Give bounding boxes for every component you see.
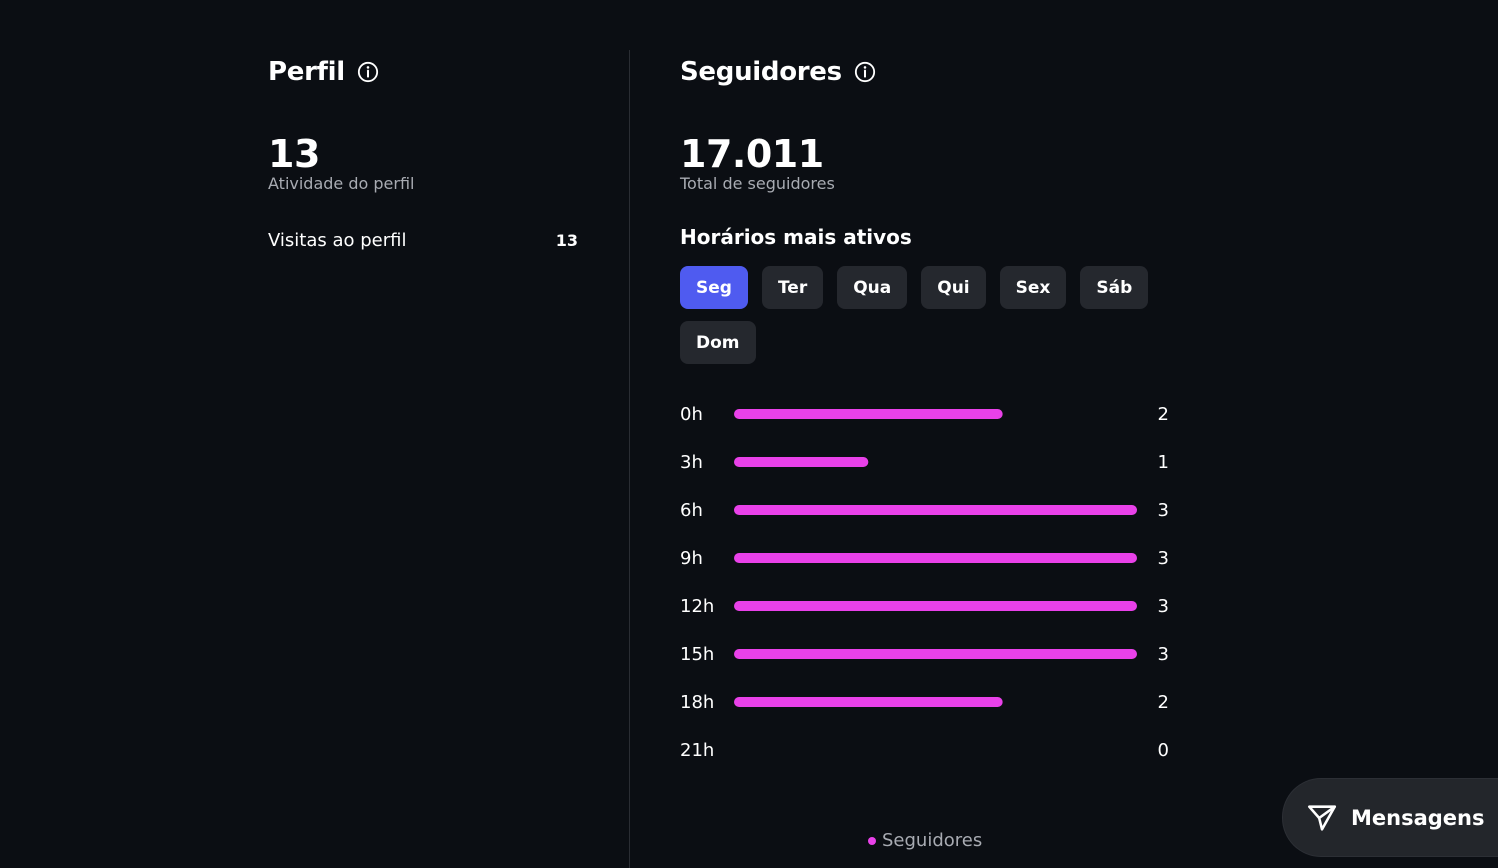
bar-9h (734, 553, 1137, 563)
day-tab-ter[interactable]: Ter (761, 266, 824, 309)
legend-label: Seguidores (882, 830, 983, 851)
bar-value: 2 (1158, 404, 1169, 425)
stat-value: 13 (555, 230, 578, 250)
perfil-title: Perfil (268, 57, 345, 87)
messages-button[interactable]: Mensagens (1283, 779, 1498, 856)
bar-0h (734, 409, 1003, 419)
perfil-section: Perfil 13 Atividade do perfil Visitas ao… (268, 50, 580, 252)
day-tab-qui[interactable]: Qui (921, 266, 986, 309)
chart-legend: Seguidores (868, 830, 982, 851)
hour-label: 3h (680, 452, 703, 473)
day-tab-seg[interactable]: Seg (680, 266, 748, 309)
hour-label: 12h (680, 596, 714, 617)
hour-label: 15h (680, 644, 714, 665)
day-tab-qua[interactable]: Qua (837, 266, 908, 309)
seguidores-total: 17.011 (680, 132, 824, 176)
day-tab-dom[interactable]: Dom (680, 321, 756, 364)
legend-swatch (868, 836, 876, 845)
bar-value: 2 (1158, 692, 1169, 713)
hour-label: 0h (680, 404, 703, 425)
bar-6h (734, 505, 1137, 515)
hour-label: 21h (680, 740, 714, 761)
seguidores-header: Seguidores (680, 50, 1180, 94)
perfil-total: 13 (268, 132, 320, 176)
active-hours-chart: 0h 2 3h 1 6h 3 9h 3 12h 3 15h 3 18h 2 21h 0 (680, 404, 1169, 761)
stat-label: Visitas ao perfil (268, 229, 407, 251)
bar-value: 3 (1158, 548, 1169, 569)
seguidores-title: Seguidores (680, 57, 842, 87)
bar-value: 0 (1158, 740, 1169, 761)
messages-label: Mensagens (1351, 805, 1485, 830)
day-tab-sab[interactable]: Sáb (1080, 266, 1149, 309)
perfil-header: Perfil (268, 50, 580, 94)
bar-value: 1 (1158, 452, 1169, 473)
active-hours-title: Horários mais ativos (680, 225, 912, 249)
bar-value: 3 (1158, 596, 1169, 617)
send-icon (1307, 804, 1337, 831)
day-selector: Seg Ter Qua Qui Sex Sáb Dom (680, 266, 1150, 364)
bar-3h (734, 457, 869, 467)
hour-label: 6h (680, 500, 703, 521)
day-tab-sex[interactable]: Sex (999, 266, 1067, 309)
perfil-total-label: Atividade do perfil (268, 174, 415, 193)
bar-value: 3 (1158, 500, 1169, 521)
hour-label: 18h (680, 692, 714, 713)
bar-value: 3 (1158, 644, 1169, 665)
bar-18h (734, 697, 1003, 707)
bar-12h (734, 601, 1137, 611)
seguidores-section: Seguidores 17.011 Total de seguidores Ho… (680, 50, 1180, 796)
column-divider (629, 50, 630, 868)
bar-15h (734, 649, 1137, 659)
stat-row-visitas: Visitas ao perfil 13 (268, 228, 580, 252)
info-icon[interactable] (854, 61, 876, 83)
info-icon[interactable] (357, 61, 379, 83)
hour-label: 9h (680, 548, 703, 569)
seguidores-total-label: Total de seguidores (680, 174, 835, 193)
